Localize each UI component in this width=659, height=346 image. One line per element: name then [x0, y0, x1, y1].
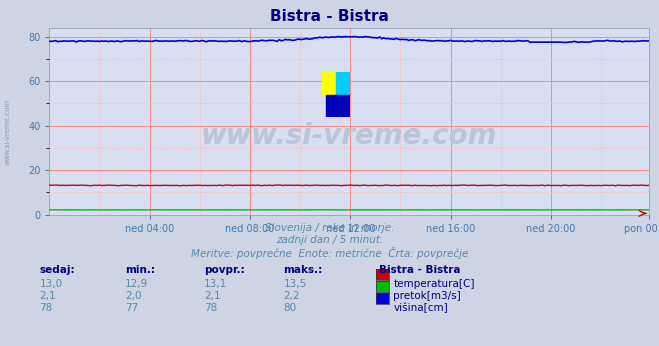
Text: 12,9: 12,9 [125, 279, 148, 289]
Text: maks.:: maks.: [283, 265, 323, 275]
Bar [322, 72, 336, 95]
Text: min.:: min.: [125, 265, 156, 275]
Bar [326, 95, 350, 117]
Text: Bistra - Bistra: Bistra - Bistra [379, 265, 461, 275]
Text: 78: 78 [40, 303, 53, 313]
Text: Meritve: povprečne  Enote: metrične  Črta: povprečje: Meritve: povprečne Enote: metrične Črta:… [191, 247, 468, 260]
Text: 2,2: 2,2 [283, 291, 300, 301]
Text: povpr.:: povpr.: [204, 265, 245, 275]
Text: 2,1: 2,1 [204, 291, 221, 301]
Text: www.si-vreme.com: www.si-vreme.com [201, 122, 498, 150]
Text: 2,1: 2,1 [40, 291, 56, 301]
Text: temperatura[C]: temperatura[C] [393, 279, 475, 289]
Text: 2,0: 2,0 [125, 291, 142, 301]
Text: www.si-vreme.com: www.si-vreme.com [5, 98, 11, 165]
Text: sedaj:: sedaj: [40, 265, 75, 275]
Text: Slovenija / reke in morje.: Slovenija / reke in morje. [265, 223, 394, 233]
Text: 13,0: 13,0 [40, 279, 63, 289]
Text: 13,5: 13,5 [283, 279, 306, 289]
Text: 80: 80 [283, 303, 297, 313]
Text: višina[cm]: višina[cm] [393, 303, 448, 313]
Text: zadnji dan / 5 minut.: zadnji dan / 5 minut. [276, 235, 383, 245]
Text: 77: 77 [125, 303, 138, 313]
Text: 13,1: 13,1 [204, 279, 227, 289]
Text: Bistra - Bistra: Bistra - Bistra [270, 9, 389, 24]
Text: 78: 78 [204, 303, 217, 313]
Bar [336, 72, 350, 95]
Text: pretok[m3/s]: pretok[m3/s] [393, 291, 461, 301]
